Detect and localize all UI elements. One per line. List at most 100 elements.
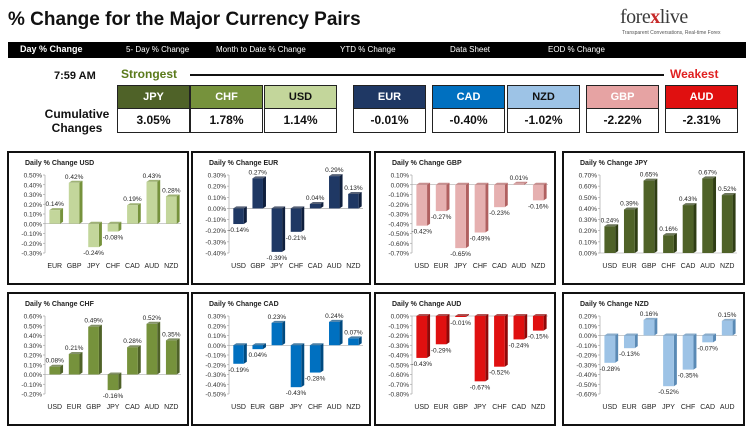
data-label: -0.52% — [658, 389, 679, 396]
data-label: 0.01% — [510, 175, 529, 182]
bar — [68, 182, 80, 224]
nav-day-change[interactable]: Day % Change — [20, 44, 83, 54]
data-label: 0.52% — [718, 186, 737, 193]
data-label: 0.23% — [268, 314, 287, 321]
bar — [49, 210, 61, 224]
y-tick-label: 0.50% — [24, 323, 43, 330]
y-tick-label: 0.10% — [391, 173, 410, 180]
bar-top — [513, 314, 528, 316]
bar — [252, 345, 263, 350]
x-tick-label: EUR — [434, 404, 449, 411]
bar-top — [348, 191, 362, 194]
data-label: 0.49% — [84, 318, 103, 325]
nav-5day-change[interactable]: 5- Day % Change — [126, 45, 190, 54]
chart-panel-usd: Daily % Change USD 0.50% 0.40% 0.30% 0.20% 0.… — [7, 151, 189, 285]
y-tick-label: 0.10% — [579, 323, 598, 330]
bar-top — [68, 352, 83, 355]
bar — [721, 320, 733, 336]
bar-side — [673, 233, 677, 253]
y-tick-label: -0.40% — [205, 251, 226, 258]
x-tick-label: USD — [231, 404, 246, 411]
bar — [107, 223, 119, 232]
y-tick-label: 0.00% — [24, 221, 43, 228]
bar-top — [348, 336, 362, 339]
x-tick-label: AUD — [144, 263, 159, 270]
chart-panel-gbp: Daily % Change GBP 0.10% 0.00% -0.10% -0.20%… — [374, 151, 556, 285]
currency-cumulative-value: 3.05% — [117, 109, 190, 133]
currency-code: NZD — [507, 85, 580, 109]
x-tick-label: CHF — [289, 263, 303, 270]
bar-top — [252, 176, 266, 179]
bar — [290, 345, 302, 388]
data-label: 0.19% — [123, 196, 142, 203]
bar — [146, 323, 158, 375]
chart-panel-cad: Daily % Change CAD 0.30% 0.20% 0.10% 0.00% -0… — [191, 292, 371, 426]
bar-side — [262, 176, 266, 209]
bar-side — [615, 333, 619, 363]
bar — [165, 196, 177, 224]
bar — [435, 184, 447, 212]
bar — [107, 374, 119, 391]
bar-side — [118, 221, 122, 232]
data-label: -0.43% — [411, 361, 432, 368]
data-label: -0.23% — [489, 210, 510, 217]
bar — [643, 180, 655, 253]
bar — [513, 316, 525, 340]
logo-text-b: live — [659, 6, 689, 28]
bar-top — [474, 314, 489, 316]
bar-side — [465, 314, 469, 317]
currency-cumulative-value: -2.22% — [586, 109, 659, 133]
strongest-label: Strongest — [121, 67, 178, 81]
data-label: 0.24% — [601, 217, 620, 224]
bar-side — [262, 343, 266, 350]
y-tick-label: -0.50% — [205, 392, 226, 399]
data-label: -0.49% — [470, 236, 491, 243]
y-tick-label: -0.40% — [205, 382, 226, 389]
bar-side — [524, 181, 528, 185]
y-tick-label: 0.30% — [208, 173, 227, 180]
y-tick-label: 0.40% — [579, 206, 598, 213]
bar-side — [634, 207, 638, 253]
y-tick-label: -0.40% — [576, 372, 597, 379]
bar-side — [543, 314, 547, 331]
y-tick-label: -0.20% — [205, 362, 226, 369]
currency-chf: CHF 1.78% — [190, 85, 263, 133]
x-tick-label: EUR — [434, 263, 449, 270]
x-tick-label: NZD — [164, 263, 178, 270]
nav-eod-change[interactable]: EOD % Change — [548, 45, 605, 54]
nav-ytd-change[interactable]: YTD % Change — [340, 45, 396, 54]
logo-tagline: Transparent Conversations, Real-time For… — [622, 30, 721, 36]
nav-mtd-change[interactable]: Month to Date % Change — [216, 45, 306, 54]
bar-side — [118, 372, 122, 391]
currency-cumulative-value: 1.78% — [190, 109, 263, 133]
data-label: -0.65% — [450, 251, 471, 258]
chart-title: Daily % Change AUD — [392, 301, 462, 308]
y-tick-label: 0.00% — [208, 343, 227, 350]
bar-top — [643, 178, 658, 181]
y-tick-label: -0.20% — [205, 228, 226, 235]
data-label: -0.01% — [450, 320, 471, 327]
bar — [623, 209, 635, 253]
bar-side — [358, 336, 362, 346]
x-tick-label: CHF — [681, 404, 695, 411]
y-tick-label: -0.60% — [388, 372, 409, 379]
data-label: 0.43% — [143, 173, 162, 180]
nav-data-sheet[interactable]: Data Sheet — [450, 45, 491, 54]
bar-side — [98, 221, 102, 248]
bar-top — [88, 324, 102, 327]
x-tick-label: EUR — [622, 404, 637, 411]
y-tick-label: -0.20% — [21, 241, 42, 248]
data-label: 0.16% — [640, 311, 659, 318]
bar-top — [682, 333, 697, 336]
bar — [348, 193, 359, 209]
currency-code: CHF — [190, 85, 263, 109]
bar-side — [427, 314, 431, 358]
chart-panel-chf: Daily % Change CHF 0.60% 0.50% 0.40% 0.30% 0.… — [7, 292, 189, 426]
data-label: -0.52% — [489, 370, 510, 377]
bar — [127, 205, 138, 224]
y-tick-label: -0.30% — [205, 239, 226, 246]
bar — [623, 335, 635, 349]
y-tick-label: 0.10% — [24, 362, 43, 369]
y-tick-label: -0.10% — [205, 353, 226, 360]
bar-top — [494, 182, 508, 185]
